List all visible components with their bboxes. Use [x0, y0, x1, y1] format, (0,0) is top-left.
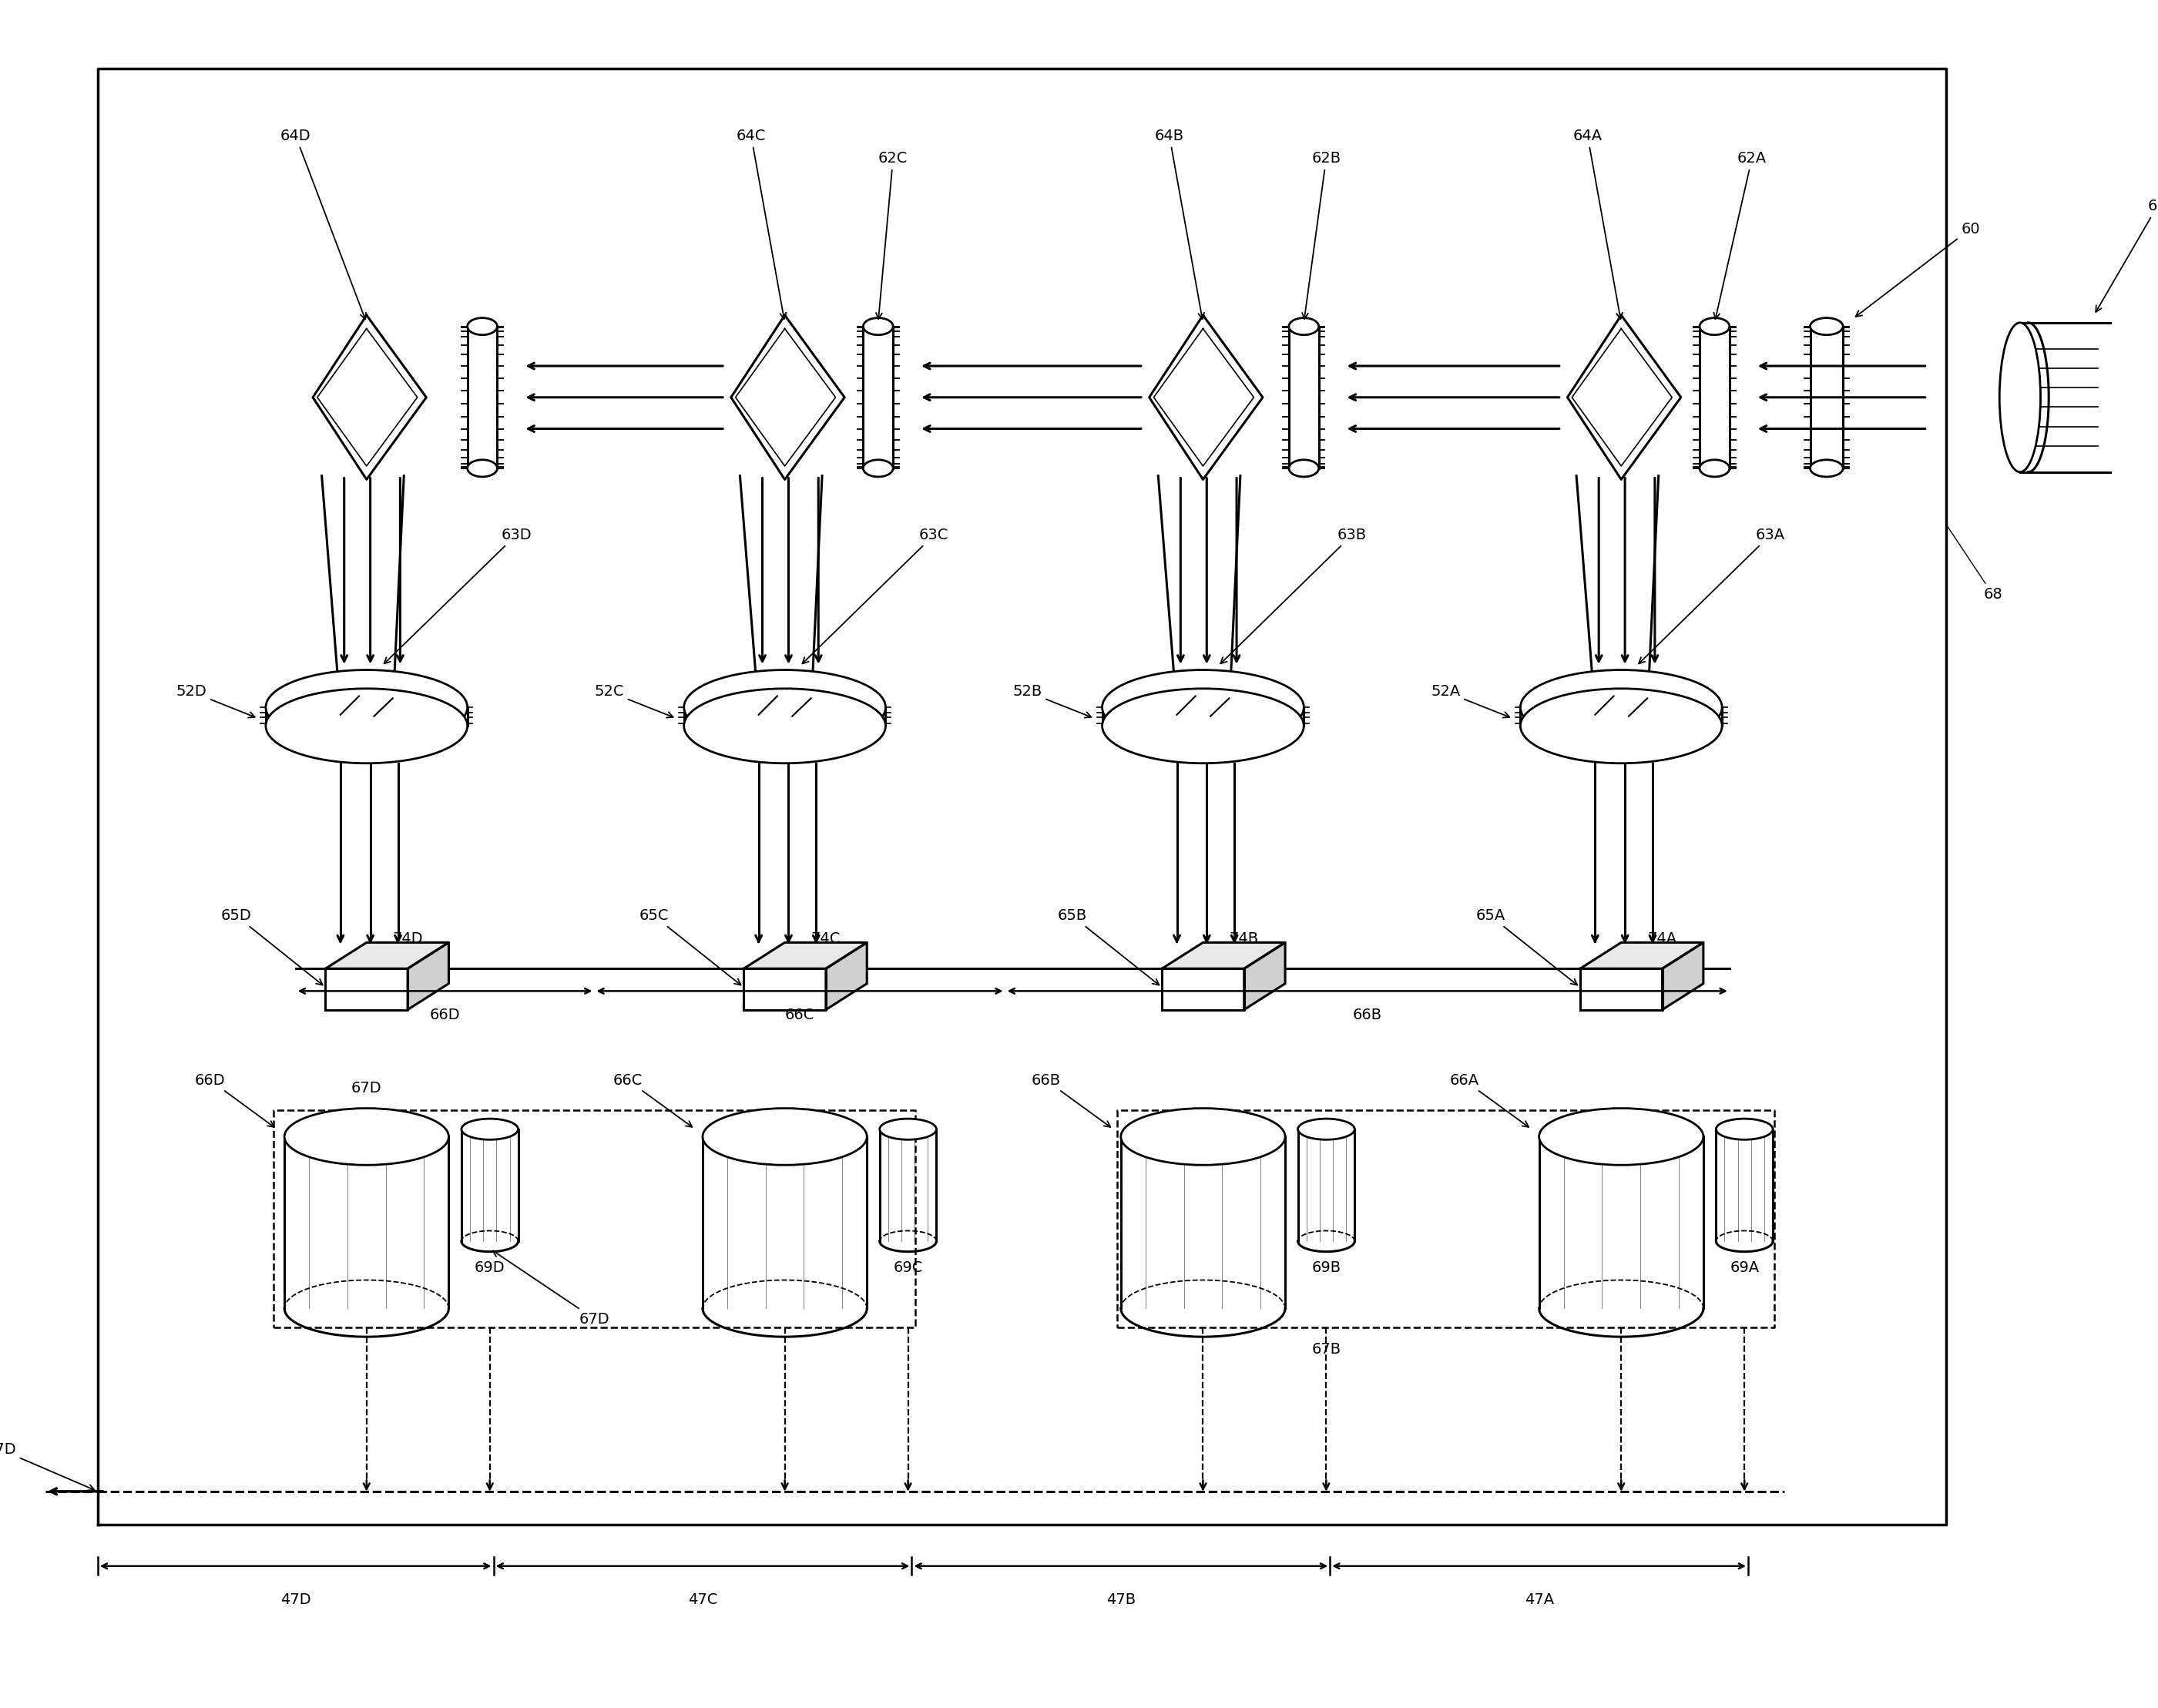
- Polygon shape: [1539, 1136, 1703, 1308]
- Ellipse shape: [1288, 318, 1319, 335]
- Ellipse shape: [1120, 1108, 1286, 1165]
- Text: 62C: 62C: [876, 150, 909, 319]
- Text: 47B: 47B: [1107, 1592, 1135, 1607]
- Polygon shape: [1243, 943, 1286, 1009]
- Ellipse shape: [1103, 688, 1303, 763]
- Text: 64B: 64B: [1155, 128, 1204, 319]
- Ellipse shape: [1701, 459, 1729, 477]
- Text: 67B: 67B: [1312, 1342, 1340, 1356]
- Text: 63D: 63D: [384, 528, 531, 664]
- Ellipse shape: [880, 1119, 937, 1139]
- Text: 63C: 63C: [803, 528, 950, 664]
- Text: 67D: 67D: [0, 1443, 95, 1491]
- Text: 60: 60: [1856, 222, 1981, 316]
- Ellipse shape: [863, 318, 893, 335]
- Text: 63A: 63A: [1638, 528, 1785, 664]
- Ellipse shape: [1539, 1108, 1703, 1165]
- Text: 67D: 67D: [352, 1081, 382, 1095]
- Ellipse shape: [1521, 670, 1722, 745]
- Ellipse shape: [863, 459, 893, 477]
- Text: 52D: 52D: [177, 685, 255, 717]
- Text: 61: 61: [2095, 200, 2158, 313]
- Polygon shape: [326, 968, 408, 1009]
- Text: 62B: 62B: [1301, 150, 1340, 319]
- Text: 47D: 47D: [281, 1592, 311, 1607]
- Ellipse shape: [462, 1119, 518, 1139]
- Polygon shape: [1716, 1129, 1774, 1242]
- Polygon shape: [827, 943, 868, 1009]
- Ellipse shape: [1811, 459, 1843, 477]
- Polygon shape: [745, 968, 827, 1009]
- Text: 74D: 74D: [393, 931, 423, 946]
- Polygon shape: [745, 943, 868, 968]
- Text: 52B: 52B: [1012, 685, 1092, 717]
- Polygon shape: [1150, 316, 1262, 480]
- Polygon shape: [285, 1136, 449, 1308]
- Ellipse shape: [1103, 670, 1303, 745]
- Text: 67D: 67D: [492, 1250, 611, 1327]
- Text: 66D: 66D: [429, 1008, 460, 1023]
- Text: 68: 68: [1947, 526, 2003, 601]
- Text: 69C: 69C: [893, 1261, 924, 1274]
- Text: 47A: 47A: [1524, 1592, 1554, 1607]
- Ellipse shape: [2000, 323, 2041, 471]
- Ellipse shape: [684, 688, 885, 763]
- Text: 62A: 62A: [1713, 150, 1767, 319]
- Ellipse shape: [704, 1108, 868, 1165]
- Text: 63B: 63B: [1221, 528, 1366, 664]
- Polygon shape: [1580, 943, 1703, 968]
- Text: 64C: 64C: [736, 128, 786, 319]
- Polygon shape: [1161, 968, 1243, 1009]
- Polygon shape: [1580, 968, 1662, 1009]
- Text: 69D: 69D: [475, 1261, 505, 1274]
- Text: 74C: 74C: [811, 931, 842, 946]
- Text: 66C: 66C: [786, 1008, 814, 1023]
- Text: 52C: 52C: [593, 685, 673, 717]
- Ellipse shape: [1701, 318, 1729, 335]
- Polygon shape: [462, 1129, 518, 1242]
- Polygon shape: [732, 316, 844, 480]
- Polygon shape: [313, 316, 427, 480]
- Ellipse shape: [684, 670, 885, 745]
- Text: 65C: 65C: [639, 909, 740, 986]
- Ellipse shape: [265, 688, 468, 763]
- Polygon shape: [1297, 1129, 1355, 1242]
- Polygon shape: [408, 943, 449, 1009]
- Text: 66B: 66B: [1032, 1073, 1111, 1127]
- Polygon shape: [1662, 943, 1703, 1009]
- Ellipse shape: [1716, 1119, 1774, 1139]
- Ellipse shape: [1297, 1119, 1355, 1139]
- Text: 66C: 66C: [613, 1073, 693, 1127]
- Text: 52A: 52A: [1431, 685, 1508, 717]
- Ellipse shape: [1811, 318, 1843, 335]
- Polygon shape: [1161, 943, 1286, 968]
- Polygon shape: [326, 943, 449, 968]
- Text: 65A: 65A: [1476, 909, 1577, 986]
- Polygon shape: [1120, 1136, 1286, 1308]
- Text: 65B: 65B: [1057, 909, 1159, 986]
- Ellipse shape: [265, 670, 468, 745]
- Text: 66B: 66B: [1353, 1008, 1381, 1023]
- Polygon shape: [1567, 316, 1681, 480]
- Text: 69B: 69B: [1312, 1261, 1340, 1274]
- Polygon shape: [880, 1129, 937, 1242]
- Text: 66A: 66A: [1450, 1073, 1528, 1127]
- Text: 64A: 64A: [1573, 128, 1623, 319]
- Ellipse shape: [1521, 688, 1722, 763]
- Polygon shape: [704, 1136, 868, 1308]
- Ellipse shape: [468, 459, 496, 477]
- Ellipse shape: [285, 1108, 449, 1165]
- Text: 65D: 65D: [220, 909, 322, 986]
- Ellipse shape: [1288, 459, 1319, 477]
- Text: 74A: 74A: [1647, 931, 1677, 946]
- Text: 74B: 74B: [1230, 931, 1258, 946]
- Text: 47C: 47C: [688, 1592, 716, 1607]
- Text: 69A: 69A: [1731, 1261, 1759, 1274]
- Text: 66D: 66D: [194, 1073, 274, 1127]
- Text: 64D: 64D: [281, 128, 367, 319]
- Ellipse shape: [468, 318, 496, 335]
